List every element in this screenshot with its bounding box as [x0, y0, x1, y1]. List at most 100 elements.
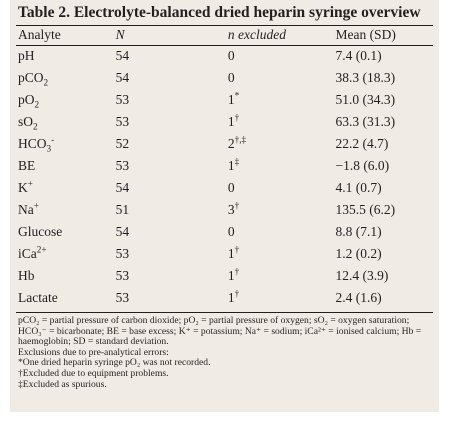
- table-title: Table 2. Electrolyte-balanced dried hepa…: [18, 4, 421, 21]
- n-value: 54: [115, 224, 130, 239]
- analyte-name: HCO: [18, 136, 47, 151]
- cell-n: 53: [116, 89, 228, 111]
- excluded-value: 1: [227, 158, 235, 173]
- cell-excluded: 1†: [228, 287, 336, 309]
- cell-excluded: 0: [228, 45, 336, 67]
- table-panel: Table 2. Electrolyte-balanced dried hepa…: [10, 0, 439, 412]
- cell-excluded: 1‡: [228, 155, 336, 177]
- n-value: 54: [115, 180, 130, 195]
- excluded-value: 1: [227, 246, 235, 261]
- analyte-superscript: 2+: [36, 244, 47, 255]
- cell-mean: 7.4 (0.1): [335, 45, 433, 67]
- bottom-rule: [16, 312, 433, 313]
- top-rule: [16, 25, 433, 26]
- table-row: pCO2 54 0 38.3 (18.3): [16, 67, 433, 89]
- exclusion-footnote-mark: ‡: [234, 156, 240, 167]
- cell-analyte: pCO2: [16, 67, 116, 89]
- cell-analyte: Hb: [16, 265, 116, 287]
- n-value: 53: [115, 246, 130, 261]
- cell-excluded: 0: [228, 177, 336, 199]
- mean-sd-value: 8.8 (7.1): [335, 224, 382, 239]
- table-row: pH 54 0 7.4 (0.1): [16, 45, 433, 67]
- cell-excluded: 1†: [228, 265, 336, 287]
- cell-n: 53: [116, 265, 228, 287]
- excluded-value: 1: [227, 114, 235, 129]
- mean-sd-value: 2.4 (1.6): [335, 290, 382, 305]
- analyte-subscript: 2: [43, 77, 49, 88]
- cell-analyte: Glucose: [16, 221, 116, 243]
- mean-sd-value: 63.3 (31.3): [335, 114, 396, 129]
- excluded-value: 0: [227, 70, 235, 85]
- cell-analyte: HCO3-: [16, 133, 116, 155]
- mean-sd-value: 1.2 (0.2): [335, 246, 382, 261]
- cell-mean: 22.2 (4.7): [335, 133, 433, 155]
- analyte-superscript: +: [27, 178, 33, 189]
- mean-sd-value: 38.3 (18.3): [335, 70, 396, 85]
- table-row: Na+ 51 3† 135.5 (6.2): [16, 199, 433, 221]
- analyte-name: Hb: [18, 268, 35, 283]
- analyte-name: BE: [18, 158, 36, 173]
- data-table: Analyte N n excluded Mean (SD) pH 54 0 7.4 …: [16, 25, 433, 309]
- table-row: Hb 53 1† 12.4 (3.9): [16, 265, 433, 287]
- cell-n: 54: [116, 67, 228, 89]
- cell-excluded: 0: [228, 67, 336, 89]
- cell-analyte: pH: [16, 45, 116, 67]
- table-row: K+ 54 0 4.1 (0.7): [16, 177, 433, 199]
- analyte-superscript: -: [51, 134, 55, 145]
- table-row: iCa2+ 53 1† 1.2 (0.2): [16, 243, 433, 265]
- analyte-name: Glucose: [18, 224, 63, 239]
- cell-analyte: iCa2+: [16, 243, 116, 265]
- exclusion-footnote-mark: †: [234, 200, 240, 211]
- cell-mean: 135.5 (6.2): [335, 199, 433, 221]
- table-row: BE 53 1‡ −1.8 (6.0): [16, 155, 433, 177]
- mean-sd-value: 7.4 (0.1): [335, 48, 382, 63]
- n-value: 53: [115, 114, 130, 129]
- cell-analyte: pO2: [16, 89, 116, 111]
- analyte-name: sO: [18, 114, 34, 129]
- header-rule: [16, 45, 433, 46]
- analyte-name: iCa: [18, 246, 37, 261]
- analyte-name: K: [18, 180, 28, 195]
- header-excluded: n excluded: [227, 27, 286, 42]
- footnotes: pCO₂ = partial pressure of carbon dioxid…: [18, 315, 438, 390]
- n-value: 53: [115, 158, 130, 173]
- mean-sd-value: 51.0 (34.3): [335, 92, 396, 107]
- cell-mean: 12.4 (3.9): [335, 265, 433, 287]
- cell-excluded: 1†: [228, 243, 336, 265]
- exclusion-footnote-mark: †,‡: [234, 134, 247, 145]
- cell-n: 52: [116, 133, 228, 155]
- cell-excluded: 0: [228, 221, 336, 243]
- cell-n: 53: [116, 287, 228, 309]
- cell-mean: 8.8 (7.1): [335, 221, 433, 243]
- analyte-superscript: +: [33, 200, 39, 211]
- cell-analyte: Lactate: [16, 287, 116, 309]
- excluded-value: 2: [227, 136, 235, 151]
- mean-sd-value: 22.2 (4.7): [335, 136, 389, 151]
- cell-mean: −1.8 (6.0): [335, 155, 433, 177]
- footnote-abbreviations: pCO₂ = partial pressure of carbon dioxid…: [18, 315, 422, 348]
- cell-analyte: sO2: [16, 111, 116, 133]
- excluded-value: 1: [227, 268, 235, 283]
- mean-sd-value: −1.8 (6.0): [335, 158, 390, 173]
- cell-excluded: 2†,‡: [228, 133, 336, 155]
- footnote-double-dagger: ‡Excluded as spurious.: [18, 378, 107, 390]
- cell-n: 53: [116, 243, 228, 265]
- cell-excluded: 1†: [228, 111, 336, 133]
- table-body: pH 54 0 7.4 (0.1) pCO2 54 0 38.3 (18.3) pO2 53 1* 5…: [16, 45, 433, 309]
- header-analyte: Analyte: [18, 27, 61, 42]
- cell-mean: 63.3 (31.3): [335, 111, 433, 133]
- cell-analyte: Na+: [16, 199, 116, 221]
- cell-n: 54: [116, 177, 228, 199]
- cell-mean: 4.1 (0.7): [335, 177, 433, 199]
- n-value: 53: [115, 268, 130, 283]
- analyte-name: pO: [18, 92, 35, 107]
- exclusion-footnote-mark: †: [234, 244, 240, 255]
- analyte-name: pH: [18, 48, 35, 63]
- excluded-value: 3: [227, 202, 235, 217]
- analyte-name: Na: [18, 202, 34, 217]
- n-value: 53: [115, 290, 130, 305]
- table-row: HCO3- 52 2†,‡ 22.2 (4.7): [16, 133, 433, 155]
- footnote-dagger: †Excluded due to equipment problems.: [18, 367, 169, 379]
- cell-n: 53: [116, 155, 228, 177]
- excluded-value: 0: [227, 48, 235, 63]
